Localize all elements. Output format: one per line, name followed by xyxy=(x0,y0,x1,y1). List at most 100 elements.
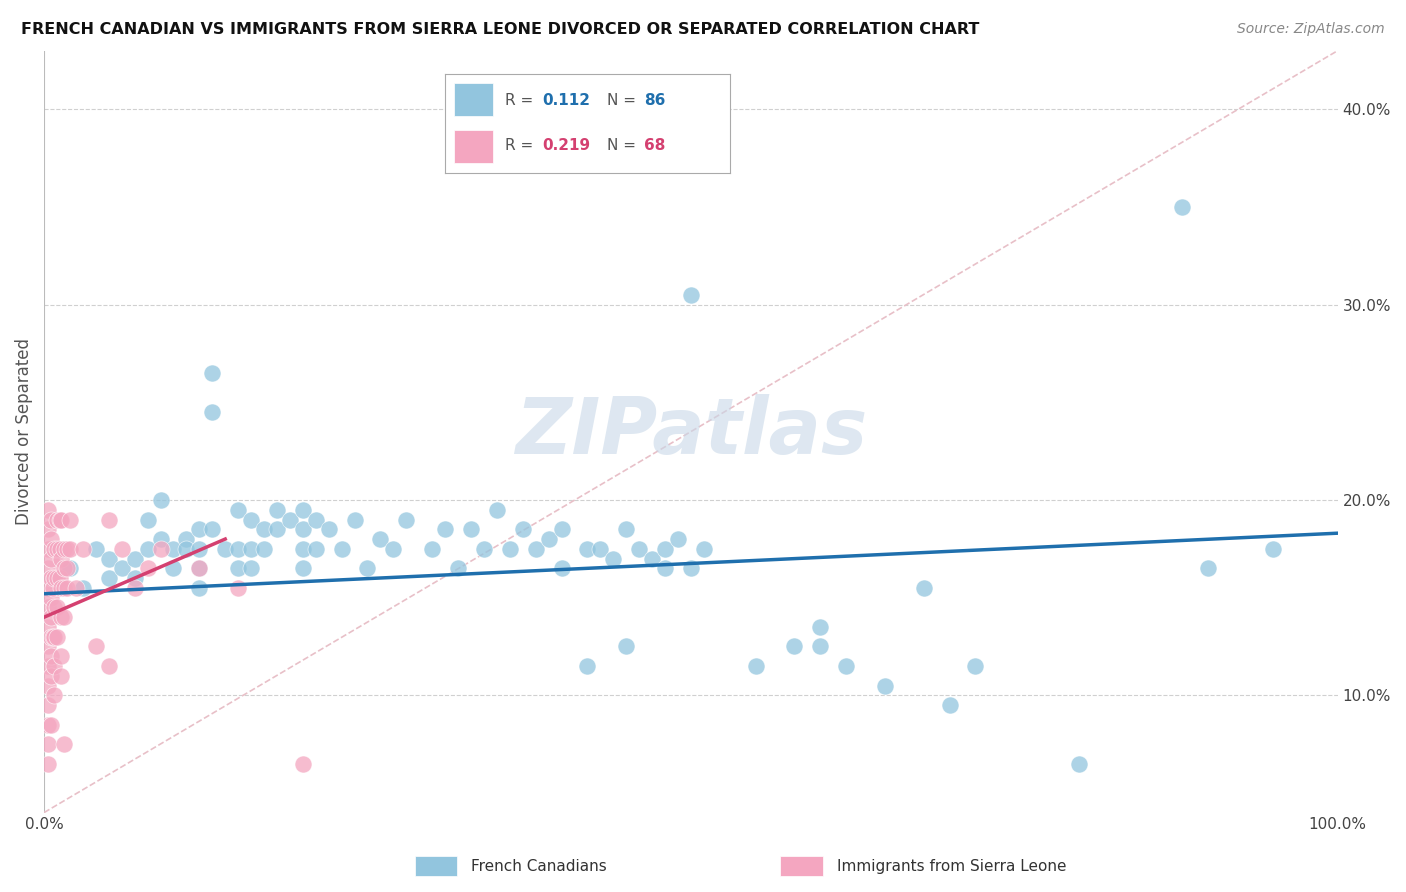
Point xyxy=(97,571,120,585)
Point xyxy=(1261,541,1284,556)
Point xyxy=(162,561,184,575)
Point xyxy=(149,541,172,556)
Point xyxy=(1067,756,1090,771)
Point xyxy=(48,571,70,585)
Point xyxy=(266,502,288,516)
Point xyxy=(679,561,702,575)
Point xyxy=(136,541,159,556)
Point xyxy=(291,561,314,575)
Point xyxy=(240,512,263,526)
Point xyxy=(48,512,70,526)
Point xyxy=(149,493,172,508)
Point xyxy=(37,600,59,615)
Point xyxy=(278,512,301,526)
Point xyxy=(44,571,66,585)
Point xyxy=(318,522,340,536)
Point xyxy=(395,512,418,526)
Point xyxy=(72,541,94,556)
Point xyxy=(226,502,249,516)
Point xyxy=(84,541,107,556)
Point xyxy=(808,620,831,634)
Text: French Canadians: French Canadians xyxy=(471,859,607,873)
Point xyxy=(434,522,457,536)
Point xyxy=(537,532,560,546)
Point xyxy=(84,640,107,654)
Point xyxy=(602,551,624,566)
Point xyxy=(188,541,211,556)
Point xyxy=(48,541,70,556)
Point xyxy=(420,541,443,556)
Point xyxy=(149,532,172,546)
Point xyxy=(226,561,249,575)
Point xyxy=(97,659,120,673)
Point xyxy=(188,561,211,575)
Point xyxy=(49,649,72,664)
Point xyxy=(460,522,482,536)
Point xyxy=(37,679,59,693)
Point xyxy=(550,561,572,575)
Point xyxy=(188,561,211,575)
Text: Immigrants from Sierra Leone: Immigrants from Sierra Leone xyxy=(837,859,1066,873)
Point xyxy=(59,512,82,526)
Point xyxy=(641,551,664,566)
Point xyxy=(499,541,522,556)
Point xyxy=(835,659,858,673)
Point xyxy=(42,630,65,644)
Point xyxy=(485,502,508,516)
Text: Source: ZipAtlas.com: Source: ZipAtlas.com xyxy=(1237,22,1385,37)
Point xyxy=(614,522,637,536)
Text: ZIPatlas: ZIPatlas xyxy=(515,393,868,469)
Point xyxy=(111,561,134,575)
Point xyxy=(576,659,599,673)
Point xyxy=(512,522,534,536)
Point xyxy=(253,522,276,536)
Point xyxy=(201,522,224,536)
Point xyxy=(136,561,159,575)
Point xyxy=(628,541,651,556)
Point xyxy=(226,581,249,595)
Point xyxy=(59,561,82,575)
Point xyxy=(37,717,59,731)
Point xyxy=(912,581,935,595)
Point xyxy=(576,541,599,556)
Point xyxy=(44,630,66,644)
Point xyxy=(65,581,87,595)
Point xyxy=(46,512,69,526)
Point xyxy=(176,541,198,556)
Point xyxy=(124,571,146,585)
Point xyxy=(49,581,72,595)
Point xyxy=(56,581,79,595)
Point xyxy=(46,630,69,644)
Point xyxy=(330,541,353,556)
Point xyxy=(965,659,987,673)
Point xyxy=(124,551,146,566)
Point xyxy=(938,698,960,712)
Point xyxy=(39,532,62,546)
Point xyxy=(37,640,59,654)
Point xyxy=(46,571,69,585)
Point xyxy=(291,756,314,771)
Point xyxy=(39,717,62,731)
Point xyxy=(37,698,59,712)
Point xyxy=(472,541,495,556)
Point xyxy=(97,512,120,526)
Point xyxy=(37,659,59,673)
Point xyxy=(49,610,72,624)
Point xyxy=(37,502,59,516)
Point xyxy=(39,649,62,664)
Point xyxy=(111,541,134,556)
Point xyxy=(46,600,69,615)
Point xyxy=(654,541,676,556)
Point xyxy=(291,522,314,536)
Point xyxy=(37,620,59,634)
Point xyxy=(37,522,59,536)
Point xyxy=(666,532,689,546)
Point xyxy=(59,541,82,556)
Point xyxy=(201,405,224,419)
Point xyxy=(56,541,79,556)
Point xyxy=(52,541,75,556)
Point xyxy=(240,561,263,575)
Text: FRENCH CANADIAN VS IMMIGRANTS FROM SIERRA LEONE DIVORCED OR SEPARATED CORRELATIO: FRENCH CANADIAN VS IMMIGRANTS FROM SIERR… xyxy=(21,22,980,37)
Point xyxy=(52,581,75,595)
Point xyxy=(1171,200,1194,214)
